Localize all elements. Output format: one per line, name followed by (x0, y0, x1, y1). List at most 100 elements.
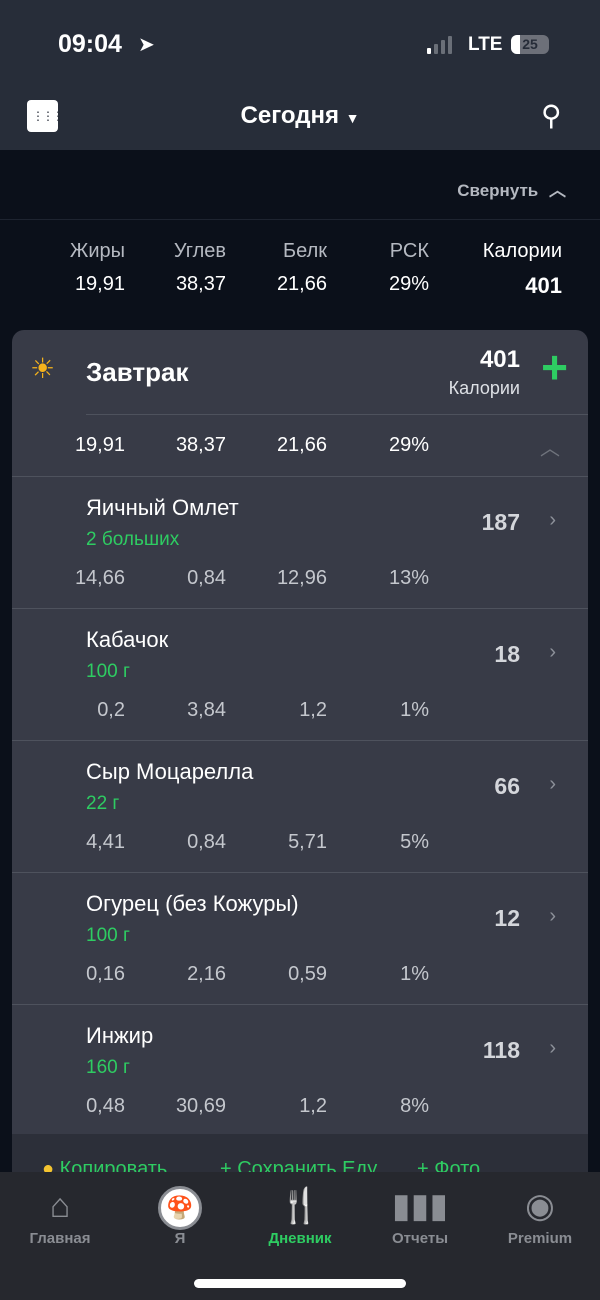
food-macro: 12,96 (276, 567, 327, 589)
food-calories: 187 (481, 509, 520, 535)
food-calories: 18 (494, 641, 520, 667)
food-item[interactable]: Инжир 160 г 118 › 0,48 30,69 1,2 8% (12, 1004, 588, 1136)
meal-calories: 401 (479, 346, 520, 373)
chevron-right-icon: › (549, 509, 556, 531)
value: 19,91 (74, 273, 125, 295)
avatar: 🍄 (120, 1182, 240, 1231)
food-macro: 0,84 (187, 831, 226, 853)
collapse-button[interactable]: Свернуть ︿ (457, 176, 566, 201)
summary-fat: Жиры 19,91 (70, 240, 125, 296)
top-bar: Сегодня ▼ ⚲ (0, 80, 600, 150)
food-macro: 0,48 (86, 1095, 125, 1117)
food-macro: 2,16 (187, 963, 226, 985)
home-indicator (194, 1279, 406, 1288)
total-carbs: 38,37 (175, 434, 226, 456)
daily-summary: Жиры 19,91 Углев 38,37 Белк 21,66 РСК 29% Ка… (0, 240, 600, 310)
food-macro: 13% (388, 567, 429, 589)
food-serving: 160 г (86, 1057, 130, 1078)
total-protein: 21,66 (276, 434, 327, 456)
label: Белк (282, 240, 327, 262)
food-macro: 0,2 (97, 699, 125, 721)
divider (86, 414, 588, 415)
value: 21,66 (276, 273, 327, 295)
calendar-icon[interactable] (27, 100, 62, 132)
status-bar: 09:04 ➤ LTE 25 (0, 0, 600, 80)
collapse-row: Свернуть ︿ (0, 150, 600, 220)
chevron-right-icon: › (549, 905, 556, 927)
value: 401 (525, 273, 562, 298)
food-name: Сыр Моцарелла (86, 759, 254, 784)
food-serving: 22 г (86, 793, 120, 814)
page-title: Сегодня (240, 102, 339, 129)
date-selector[interactable]: Сегодня ▼ (0, 102, 600, 130)
tab-label: Отчеты (391, 1230, 449, 1247)
home-icon: ⌂ (49, 1187, 71, 1225)
clock: 09:04 (58, 30, 122, 58)
tab-premium[interactable]: ◉ Premium (480, 1182, 600, 1247)
add-food-button[interactable]: + (541, 341, 568, 393)
food-item[interactable]: Яичный Омлет 2 больших 187 › 14,66 0,84 12,… (12, 476, 588, 608)
food-macro: 14,66 (74, 567, 125, 589)
chevron-right-icon: › (549, 1037, 556, 1059)
food-serving: 100 г (86, 661, 130, 682)
label: Калории (482, 240, 562, 262)
tab-reports[interactable]: ▮▮▮ Отчеты (360, 1182, 480, 1247)
label: Жиры (69, 240, 125, 262)
tab-bar: ⌂ Главная 🍄 Я 🍴 Дневник ▮▮▮ Отчеты ◉ Premium (0, 1172, 600, 1300)
meal-totals: 19,91 38,37 21,66 29% ︿ (12, 414, 588, 476)
food-macro: 1,2 (299, 699, 327, 721)
signal-icon (427, 36, 452, 54)
tab-label: Я (174, 1230, 186, 1247)
value: 29% (388, 273, 429, 295)
food-macro: 1,2 (299, 1095, 327, 1117)
food-macro: 0,16 (86, 963, 125, 985)
food-name: Яичный Омлет (86, 495, 239, 520)
food-calories: 12 (494, 905, 520, 931)
battery-level: 25 (522, 36, 538, 52)
location-arrow-icon: ➤ (138, 34, 155, 56)
summary-calories: Калории 401 (483, 240, 562, 299)
fork-knife-icon: 🍴 (278, 1187, 322, 1225)
chevron-right-icon: › (549, 641, 556, 663)
caret-down-icon: ▼ (345, 110, 360, 126)
tab-home[interactable]: ⌂ Главная (0, 1182, 120, 1247)
meal-calories-label: Калории (448, 378, 520, 398)
summary-rsk: РСК 29% (389, 240, 429, 296)
food-calories: 118 (482, 1037, 520, 1063)
food-macro: 4,41 (86, 831, 125, 853)
food-item[interactable]: Кабачок 100 г 18 › 0,2 3,84 1,2 1% (12, 608, 588, 740)
meal-card-breakfast: ☀ Завтрак 401 Калории + 19,91 38,37 21,6… (12, 330, 588, 1230)
food-macro: 1% (400, 963, 429, 985)
meal-title: Завтрак (86, 357, 189, 387)
chevron-up-icon: ︿ (549, 181, 566, 200)
food-macro: 5% (400, 831, 429, 853)
search-icon[interactable]: ⚲ (541, 100, 562, 131)
food-macro: 1% (400, 699, 429, 721)
label: РСК (389, 240, 429, 262)
collapse-label: Свернуть (457, 181, 539, 200)
food-item[interactable]: Сыр Моцарелла 22 г 66 › 4,41 0,84 5,71 5% (12, 740, 588, 872)
tab-label: Premium (507, 1230, 573, 1247)
sunrise-icon: ☀ (30, 353, 56, 384)
total-rsk: 29% (388, 434, 429, 456)
chevron-right-icon: › (549, 773, 556, 795)
label: Углев (173, 240, 226, 262)
tab-diary[interactable]: 🍴 Дневник (240, 1182, 360, 1247)
food-macro: 0,59 (288, 963, 327, 985)
tab-label: Дневник (268, 1230, 332, 1247)
food-macro: 3,84 (187, 699, 226, 721)
food-name: Инжир (86, 1023, 154, 1048)
food-macro: 8% (400, 1095, 429, 1117)
bar-chart-icon: ▮▮▮ (391, 1187, 449, 1225)
network-type: LTE (468, 34, 503, 55)
summary-carbs: Углев 38,37 (174, 240, 226, 296)
tab-label: Главная (29, 1230, 91, 1247)
tab-me[interactable]: 🍄 Я (120, 1182, 240, 1247)
food-name: Огурец (без Кожуры) (86, 891, 299, 916)
food-macro: 0,84 (187, 567, 226, 589)
food-item[interactable]: Огурец (без Кожуры) 100 г 12 › 0,16 2,16 0,… (12, 872, 588, 1004)
food-macro: 5,71 (288, 831, 327, 853)
food-macro: 30,69 (175, 1095, 226, 1117)
collapse-meal-chevron-icon[interactable]: ︿ (540, 438, 560, 460)
food-serving: 100 г (86, 925, 130, 946)
